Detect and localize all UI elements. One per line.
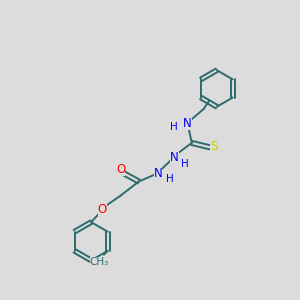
Text: H: H bbox=[167, 174, 174, 184]
Text: N: N bbox=[154, 167, 162, 180]
Text: H: H bbox=[182, 158, 189, 169]
Text: CH₃: CH₃ bbox=[90, 257, 109, 267]
Text: N: N bbox=[170, 151, 178, 164]
Text: N: N bbox=[183, 117, 192, 130]
Text: O: O bbox=[116, 163, 125, 176]
Text: O: O bbox=[98, 203, 107, 216]
Text: S: S bbox=[210, 140, 217, 153]
Text: H: H bbox=[170, 122, 178, 132]
